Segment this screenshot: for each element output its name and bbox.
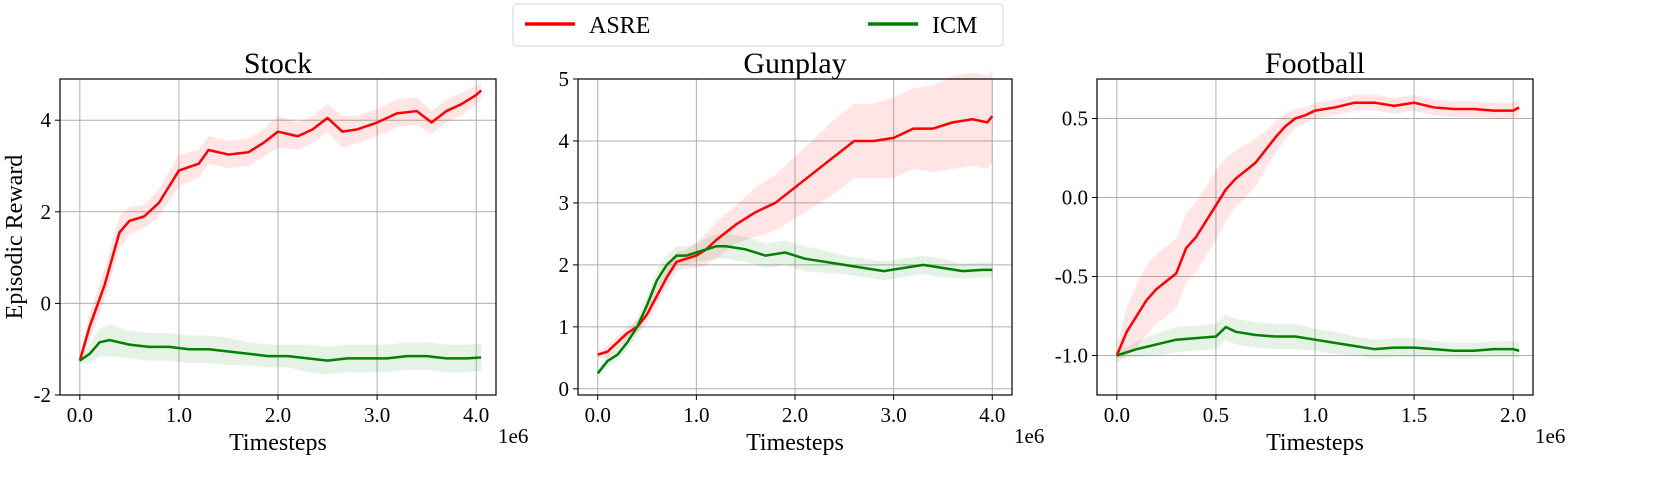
line-asre-stock — [78, 89, 482, 361]
x-tick-label: 1.5 — [1401, 403, 1427, 427]
y-tick-label: 3 — [559, 191, 570, 215]
y-tick-label: 0 — [559, 377, 570, 401]
panel-gunplay: 0.0 1.0 2.0 3.0 4.0 0 1 2 3 4 5 Gunplay Timesteps 1e6 — [559, 47, 1045, 456]
legend-box — [512, 3, 1004, 47]
x-tick-label: 1.0 — [683, 403, 709, 427]
panel-title-stock: Stock — [244, 47, 312, 80]
x-axis-label-football: Timesteps — [1266, 430, 1364, 456]
y-tick-label: 4 — [559, 129, 570, 153]
line-icm-stock — [79, 338, 482, 362]
y-axis-label: Episodic Reward — [2, 155, 28, 320]
line-asre-football — [1115, 101, 1520, 356]
x-tick-label: 0.0 — [585, 403, 611, 427]
panel-stock: 0.0 1.0 2.0 3.0 4.0 -2 0 2 4 Stock Timesteps 1e6 — [34, 47, 529, 456]
y-tick-label: -1.0 — [1055, 344, 1088, 368]
legend-label-icm: ICM — [932, 13, 977, 39]
band-icm-football — [1116, 314, 1520, 359]
x-tick-label: 0.5 — [1203, 403, 1229, 427]
line-icm-football — [1116, 325, 1520, 357]
band-asre-gunplay — [597, 69, 993, 358]
band-asre-football — [1116, 94, 1520, 364]
x-tick-label: 1.0 — [1302, 403, 1328, 427]
line-icm-gunplay — [596, 245, 993, 375]
panel-title-gunplay: Gunplay — [743, 47, 846, 80]
y-tick-label: 2 — [41, 200, 52, 224]
x-tick-label: 2.0 — [265, 403, 291, 427]
x-tick-label: 2.0 — [1500, 403, 1526, 427]
x-axis-label-stock: Timesteps — [229, 430, 327, 456]
x-tick-label: 3.0 — [881, 403, 907, 427]
panel-title-football: Football — [1265, 47, 1365, 80]
x-axis-label-gunplay: Timesteps — [746, 430, 844, 456]
panel-football: 0.0 0.5 1.0 1.5 2.0 -1.0 -0.5 0.0 0.5 Football Tim… — [1055, 47, 1566, 456]
y-tick-label: -2 — [34, 383, 52, 407]
x-tick-label: 3.0 — [364, 403, 390, 427]
y-tick-label: 0 — [41, 291, 52, 315]
band-asre-stock — [79, 81, 482, 363]
x-tick-label: 2.0 — [782, 403, 808, 427]
y-tick-label: -0.5 — [1055, 265, 1088, 289]
y-tick-label: 4 — [41, 108, 52, 132]
y-tick-label: 0.0 — [1062, 186, 1088, 210]
x-tick-label: 1.0 — [166, 403, 192, 427]
band-icm-stock — [79, 324, 482, 375]
y-tick-label: 2 — [559, 253, 570, 277]
x-tick-label: 4.0 — [463, 403, 489, 427]
legend: ASRE ICM — [512, 3, 1004, 47]
y-tick-label: 0.5 — [1062, 107, 1088, 131]
x-tick-label: 0.0 — [1104, 403, 1130, 427]
legend-label-asre: ASRE — [589, 13, 650, 39]
x-offset-label-gunplay: 1e6 — [1014, 424, 1044, 448]
x-offset-label-football: 1e6 — [1535, 424, 1565, 448]
line-asre-gunplay — [597, 115, 994, 356]
y-tick-label: 5 — [559, 67, 570, 91]
x-tick-label: 4.0 — [979, 403, 1005, 427]
x-offset-label-stock: 1e6 — [498, 424, 528, 448]
x-tick-label: 0.0 — [67, 403, 93, 427]
y-tick-label: 1 — [559, 315, 570, 339]
